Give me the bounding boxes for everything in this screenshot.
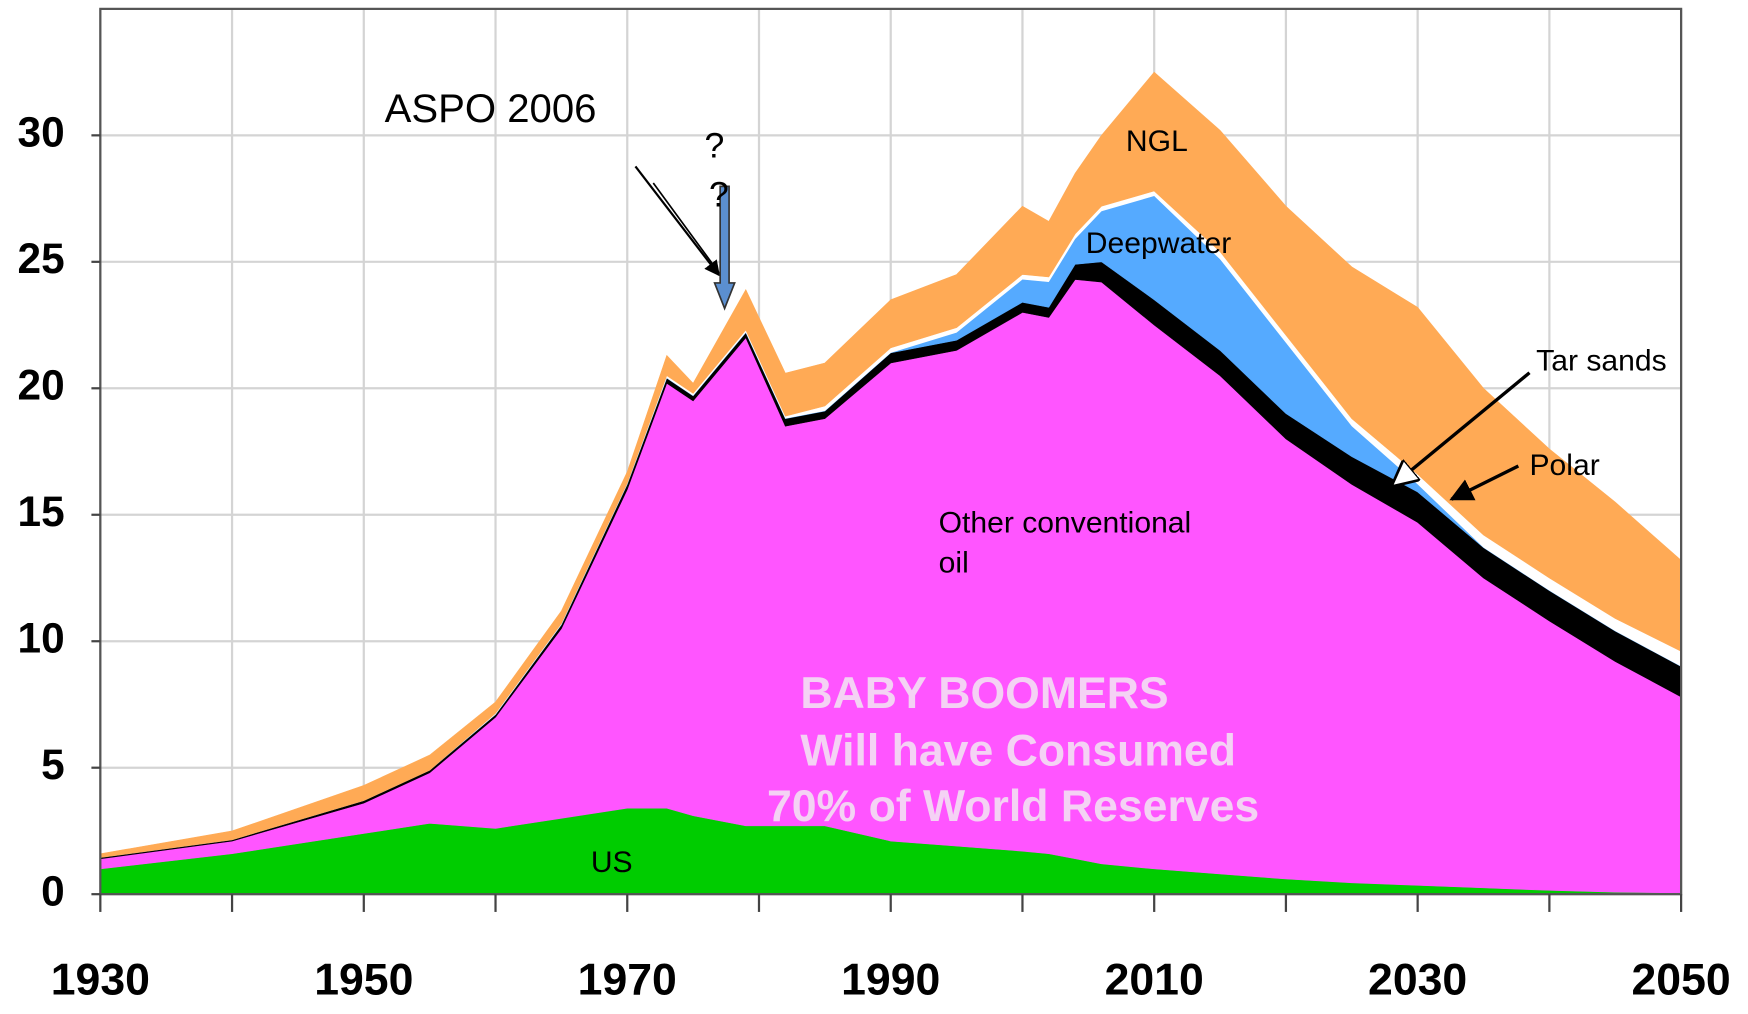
x-tick-label: 2010	[1105, 956, 1204, 1005]
annotation: ASPO 2006	[385, 87, 597, 131]
series-label: Other conventional oil	[939, 507, 1192, 580]
annotation: ?	[709, 174, 729, 214]
x-tick-label: 2030	[1368, 956, 1467, 1005]
decorations	[634, 165, 1531, 501]
annotation: Will have Consumed	[800, 727, 1236, 776]
x-tick-label: 1930	[51, 956, 150, 1005]
y-tick-label: 0	[41, 867, 65, 914]
arrow	[1393, 371, 1531, 485]
series-label: NGL	[1126, 125, 1188, 158]
y-tick-label: 5	[41, 741, 65, 788]
y-tick-label: 20	[18, 362, 65, 409]
arrow	[652, 182, 724, 278]
down-arrow	[713, 185, 736, 311]
series-label: Polar	[1530, 449, 1600, 482]
labels: 0 5 10 15 20 25 30 1930 1950 1970 1990 2010 2030 2050…	[18, 87, 1731, 1005]
y-tick-label: 25	[18, 235, 65, 282]
x-tick-label: 2050	[1632, 956, 1731, 1005]
annotation: 70% of World Reserves	[767, 782, 1259, 831]
annotation: ?	[705, 126, 725, 166]
x-tick-label: 1970	[578, 956, 677, 1005]
y-tick-label: 10	[18, 614, 65, 661]
y-tick-label: 30	[18, 109, 65, 156]
y-tick-label: 15	[18, 488, 65, 535]
x-tick-label: 1990	[841, 956, 940, 1005]
x-tick-label: 1950	[314, 956, 413, 1005]
series-label: Tar sands	[1536, 345, 1666, 378]
arrow	[1449, 464, 1520, 501]
series-label: Deepwater	[1086, 227, 1232, 260]
arrow	[634, 165, 720, 277]
annotation: BABY BOOMERS	[800, 669, 1168, 718]
series-label: US	[591, 846, 633, 879]
